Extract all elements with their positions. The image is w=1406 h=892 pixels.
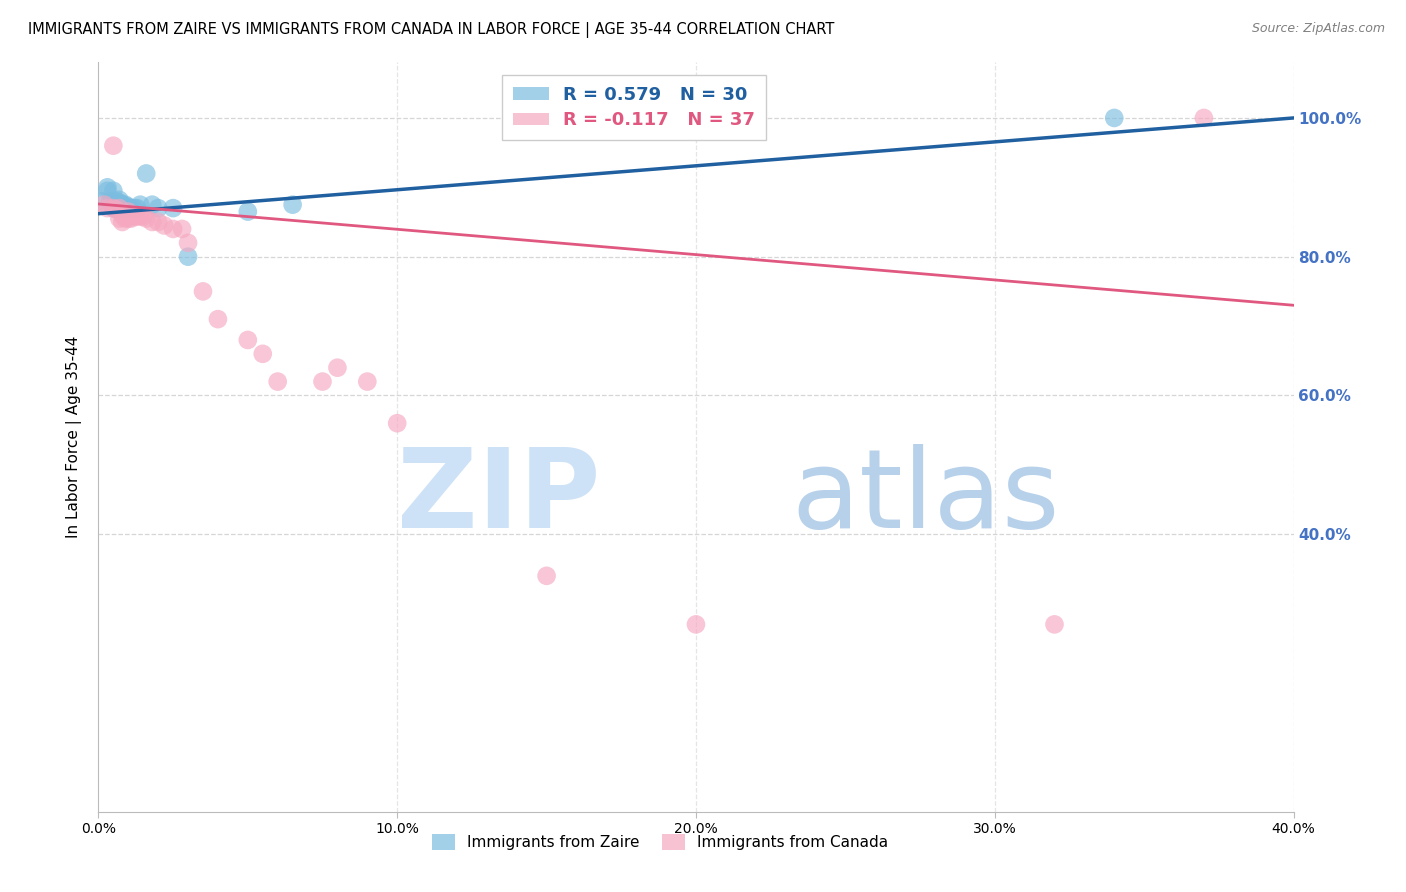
Text: atlas: atlas: [792, 443, 1060, 550]
Point: [536, 569, 558, 583]
Point: [108, 211, 131, 226]
Point: [108, 201, 131, 215]
Point: [111, 215, 134, 229]
Point: [127, 201, 149, 215]
Point: [1104, 111, 1126, 125]
Point: [356, 375, 378, 389]
Point: [685, 617, 707, 632]
Point: [103, 184, 125, 198]
Point: [108, 197, 131, 211]
Point: [90, 194, 112, 209]
Point: [141, 215, 163, 229]
Point: [103, 201, 125, 215]
Text: IMMIGRANTS FROM ZAIRE VS IMMIGRANTS FROM CANADA IN LABOR FORCE | AGE 35-44 CORRE: IMMIGRANTS FROM ZAIRE VS IMMIGRANTS FROM…: [28, 22, 835, 38]
Point: [129, 197, 152, 211]
Point: [124, 201, 146, 215]
Point: [252, 347, 274, 361]
Point: [120, 201, 142, 215]
Point: [1043, 617, 1066, 632]
Point: [124, 210, 146, 224]
Point: [105, 202, 128, 217]
Point: [117, 211, 139, 226]
Point: [114, 201, 136, 215]
Point: [162, 222, 184, 236]
Point: [93, 197, 115, 211]
Point: [103, 138, 125, 153]
Point: [141, 197, 163, 211]
Point: [267, 375, 290, 389]
Point: [96, 180, 118, 194]
Point: [114, 211, 136, 226]
Point: [1192, 111, 1215, 125]
Point: [236, 204, 259, 219]
Point: [326, 360, 349, 375]
Point: [177, 250, 200, 264]
Text: ZIP: ZIP: [396, 443, 600, 550]
Point: [135, 166, 157, 180]
Point: [96, 184, 118, 198]
Point: [96, 201, 118, 215]
Point: [281, 197, 304, 211]
Point: [105, 197, 128, 211]
Point: [108, 195, 131, 210]
Point: [111, 201, 134, 215]
Point: [111, 208, 134, 222]
Point: [117, 204, 139, 219]
Point: [153, 219, 176, 233]
Point: [111, 197, 134, 211]
Point: [120, 211, 142, 226]
Point: [129, 210, 152, 224]
Point: [191, 285, 214, 299]
Point: [127, 210, 149, 224]
Point: [114, 197, 136, 211]
Point: [236, 333, 259, 347]
Point: [177, 235, 200, 250]
Point: [98, 194, 122, 209]
Point: [103, 201, 125, 215]
Legend: Immigrants from Zaire, Immigrants from Canada: Immigrants from Zaire, Immigrants from C…: [426, 829, 894, 856]
Point: [135, 211, 157, 226]
Text: Source: ZipAtlas.com: Source: ZipAtlas.com: [1251, 22, 1385, 36]
Point: [207, 312, 229, 326]
Point: [108, 193, 131, 207]
Point: [111, 197, 134, 211]
Point: [148, 215, 170, 229]
Point: [117, 200, 139, 214]
Point: [148, 201, 170, 215]
Point: [132, 210, 155, 224]
Point: [311, 375, 333, 389]
Point: [105, 194, 128, 209]
Point: [117, 201, 139, 215]
Point: [172, 222, 194, 236]
Y-axis label: In Labor Force | Age 35-44: In Labor Force | Age 35-44: [66, 336, 83, 538]
Point: [385, 416, 409, 430]
Point: [162, 201, 184, 215]
